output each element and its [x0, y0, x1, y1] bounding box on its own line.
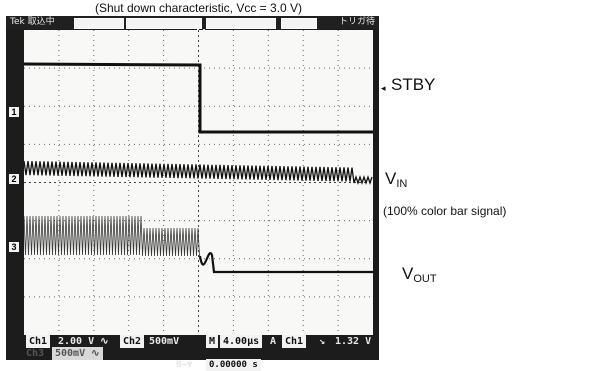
waveform-plot — [23, 30, 373, 335]
scope-status-bar: Tek 取込中 トリガ待 — [6, 16, 379, 29]
stby-label: STBY — [391, 75, 436, 94]
traces — [23, 62, 373, 274]
ch3-scale: 500mV ∿ — [52, 347, 103, 360]
vout-trace-settled — [198, 252, 373, 274]
record-bar-right — [206, 18, 276, 29]
trigger-channel: Ch1 — [282, 335, 307, 348]
stby-arrow-icon: ◂ — [381, 83, 386, 93]
vin-subscript: IN — [396, 178, 408, 190]
trigger-a-label: A — [270, 336, 277, 347]
vout-subscript: OUT — [413, 273, 437, 285]
oscilloscope-display: Tek 取込中 トリガ待 T 1 2 3 Ch1 2.00 V ∿ Ch2 50… — [6, 16, 379, 371]
vin-note: (100% color bar signal) — [383, 204, 507, 218]
trigger-level: 1.32 V — [335, 336, 372, 347]
timebase-label: M — [206, 335, 219, 348]
record-bar-left — [74, 18, 124, 29]
stby-trace — [23, 62, 373, 134]
vout-trace-burst — [23, 215, 200, 257]
ch1-label: Ch1 — [26, 335, 51, 348]
ch3-label: Ch3 — [26, 348, 45, 359]
ch3-marker: 3 — [9, 242, 19, 252]
timebase-scale: 4.00µs — [220, 335, 263, 348]
vout-label: VOUT — [402, 264, 437, 285]
trigger-status: トリガ待 — [338, 17, 375, 27]
ch1-scale: 2.00 V ∿ — [58, 336, 109, 347]
acquisition-status: Tek 取込中 — [10, 17, 55, 27]
record-bar-window — [126, 18, 202, 29]
trigger-slope-icon: ↘ — [319, 336, 326, 347]
ch2-scale: 500mV — [149, 336, 180, 347]
vin-trace — [23, 160, 373, 186]
record-bar-end — [281, 18, 317, 29]
vin-main: V — [385, 169, 397, 188]
figure-caption: (Shut down characteristic, Vcc = 3.0 V) — [94, 1, 303, 15]
ch2-label: Ch2 — [120, 335, 145, 348]
vin-label: VIN — [385, 169, 408, 190]
ch1-marker: 1 — [9, 107, 19, 117]
ch2-marker: 2 — [9, 174, 19, 184]
waveform-screen — [23, 30, 373, 335]
vout-main: V — [402, 264, 414, 283]
